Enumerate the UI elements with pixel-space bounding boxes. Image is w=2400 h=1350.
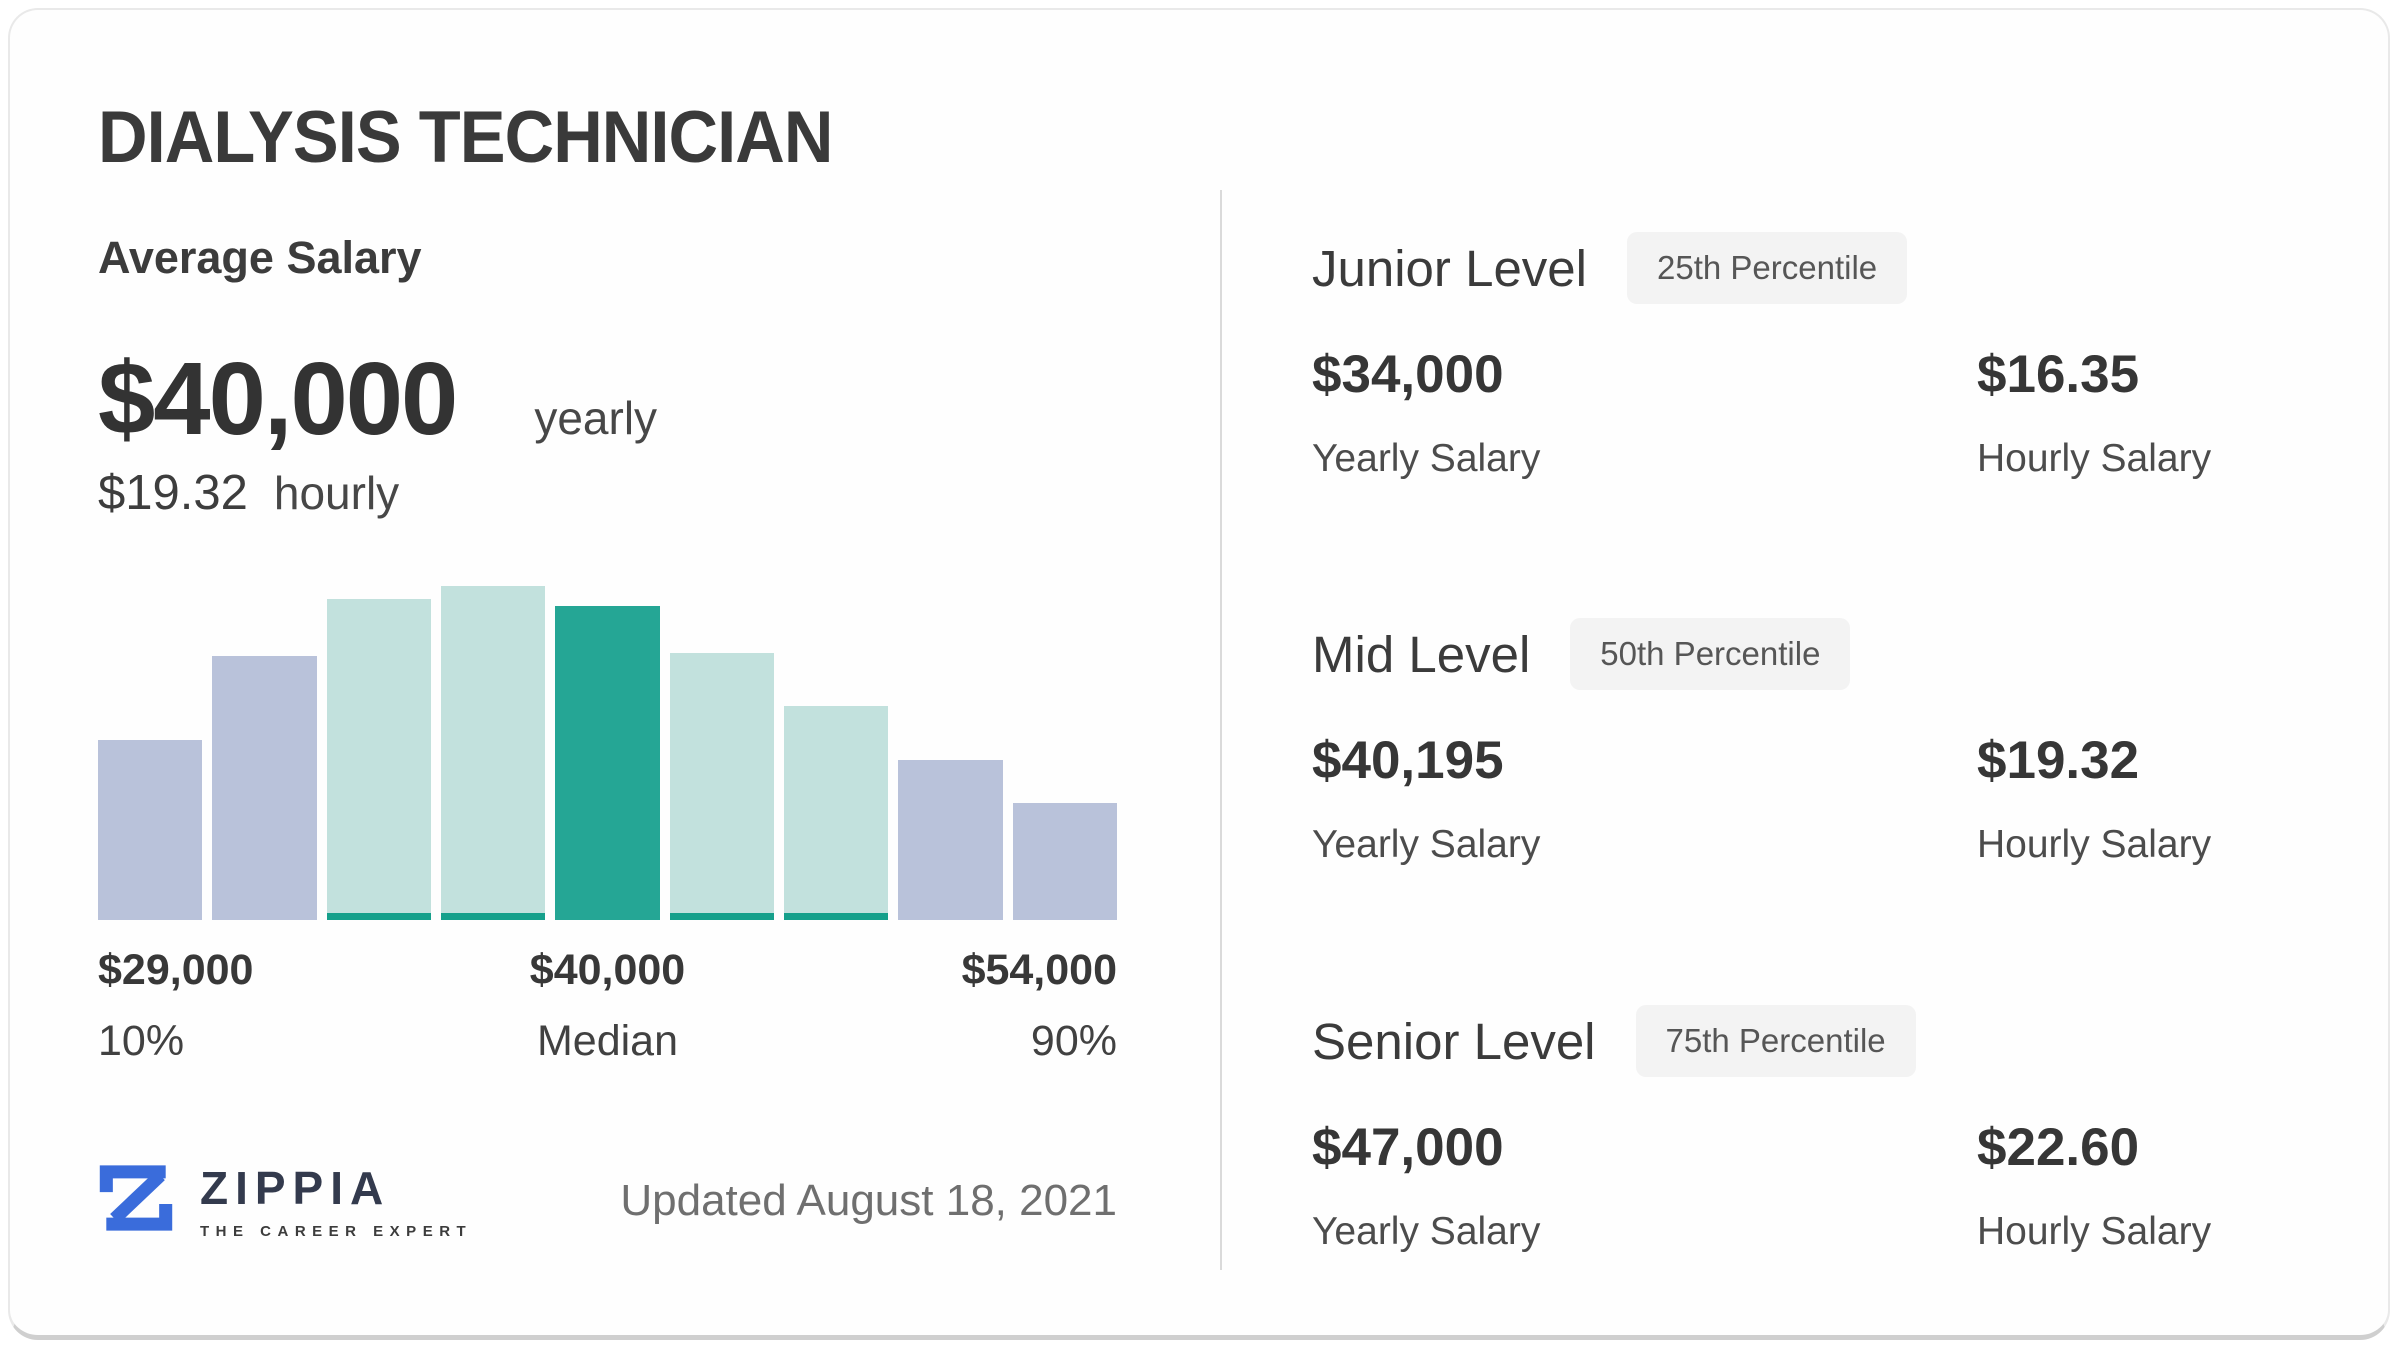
- median-marker: $40,000 Median: [530, 946, 685, 1066]
- yearly-salary-unit: yearly: [534, 392, 658, 444]
- percentile-90-label: 90%: [1030, 1017, 1117, 1065]
- junior-level-title: Junior Level: [1312, 239, 1587, 297]
- mid-yearly-col: $40,195 Yearly Salary: [1312, 730, 1977, 867]
- brand-text: ZIPPIA THE CAREER EXPERT: [200, 1161, 472, 1240]
- senior-hourly-amount: $22.60: [1977, 1118, 2140, 1177]
- page-title: DIALYSIS TECHNICIAN: [98, 97, 833, 178]
- median-label: Median: [536, 1017, 679, 1065]
- junior-yearly-col: $34,000 Yearly Salary: [1312, 344, 1977, 481]
- senior-level-values: $47,000 Yearly Salary $22.60 Hourly Sala…: [1312, 1117, 2342, 1254]
- mid-level-values: $40,195 Yearly Salary $19.32 Hourly Sala…: [1312, 730, 2342, 867]
- mid-hourly-label: Hourly Salary: [1977, 823, 2212, 866]
- salary-histogram: [98, 586, 1117, 920]
- senior-yearly-col: $47,000 Yearly Salary: [1312, 1117, 1977, 1254]
- junior-yearly-label: Yearly Salary: [1312, 437, 1541, 480]
- hourly-salary-unit: hourly: [273, 467, 400, 519]
- mid-level-title: Mid Level: [1312, 625, 1531, 683]
- salary-card: DIALYSIS TECHNICIAN Average Salary $40,0…: [8, 8, 2390, 1340]
- average-salary-label: Average Salary: [98, 232, 422, 283]
- histogram-bar: [783, 706, 889, 920]
- histogram-axis-labels: $29,000 10% $40,000 Median $54,000 90%: [98, 946, 1117, 1066]
- percentile-10-marker: $29,000 10%: [98, 946, 253, 1066]
- junior-percentile-badge: 25th Percentile: [1627, 232, 1908, 304]
- histogram-bar: [669, 652, 774, 920]
- junior-hourly-amount: $16.35: [1977, 345, 2140, 404]
- mid-hourly-col: $19.32 Hourly Salary: [1977, 730, 2211, 867]
- histogram-bar: [212, 656, 317, 920]
- yearly-salary-amount: $40,000: [98, 341, 458, 456]
- histogram-bar: [440, 586, 546, 920]
- mid-percentile-badge: 50th Percentile: [1570, 618, 1851, 690]
- brand-name: ZIPPIA: [200, 1162, 391, 1214]
- histogram-bar: [98, 739, 203, 920]
- junior-hourly-label: Hourly Salary: [1977, 437, 2212, 480]
- zippia-logo-icon: [98, 1160, 174, 1241]
- mid-level-header: Mid Level 50th Percentile: [1312, 618, 2342, 690]
- percentile-10-amount: $29,000: [98, 946, 254, 994]
- junior-level-section: Junior Level 25th Percentile $34,000 Yea…: [1312, 232, 2342, 481]
- senior-level-section: Senior Level 75th Percentile $47,000 Yea…: [1312, 1005, 2342, 1254]
- senior-hourly-label: Hourly Salary: [1977, 1210, 2212, 1253]
- histogram-bar: [898, 759, 1003, 920]
- senior-percentile-badge: 75th Percentile: [1635, 1005, 1916, 1077]
- percentile-10-label: 10%: [98, 1017, 185, 1065]
- median-amount: $40,000: [529, 946, 686, 994]
- zippia-logo[interactable]: ZIPPIA THE CAREER EXPERT: [98, 1160, 472, 1241]
- junior-hourly-col: $16.35 Hourly Salary: [1977, 344, 2211, 481]
- histogram-bar: [1012, 803, 1117, 920]
- senior-hourly-col: $22.60 Hourly Salary: [1977, 1117, 2211, 1254]
- updated-date: Updated August 18, 2021: [620, 1175, 1117, 1225]
- brand-tagline: THE CAREER EXPERT: [200, 1223, 473, 1240]
- senior-yearly-amount: $47,000: [1312, 1118, 1504, 1177]
- senior-level-title: Senior Level: [1312, 1012, 1596, 1070]
- histogram-bar: [326, 599, 431, 920]
- junior-yearly-amount: $34,000: [1312, 345, 1504, 404]
- mid-hourly-amount: $19.32: [1977, 731, 2140, 790]
- mid-yearly-label: Yearly Salary: [1312, 823, 1541, 866]
- histogram-bar: [555, 606, 660, 920]
- hourly-salary-row: $19.32 hourly: [98, 465, 399, 521]
- hourly-salary-amount: $19.32: [98, 466, 248, 520]
- junior-level-header: Junior Level 25th Percentile: [1312, 232, 2342, 304]
- senior-level-header: Senior Level 75th Percentile: [1312, 1005, 2342, 1077]
- percentile-90-marker: $54,000 90%: [962, 946, 1117, 1066]
- percentile-90-amount: $54,000: [961, 946, 1117, 994]
- yearly-salary-row: $40,000 yearly: [98, 340, 657, 458]
- senior-yearly-label: Yearly Salary: [1312, 1210, 1541, 1253]
- panel-divider: [1220, 190, 1222, 1270]
- mid-level-section: Mid Level 50th Percentile $40,195 Yearly…: [1312, 618, 2342, 867]
- mid-yearly-amount: $40,195: [1312, 731, 1504, 790]
- junior-level-values: $34,000 Yearly Salary $16.35 Hourly Sala…: [1312, 344, 2342, 481]
- footer: ZIPPIA THE CAREER EXPERT Updated August …: [98, 1160, 1117, 1241]
